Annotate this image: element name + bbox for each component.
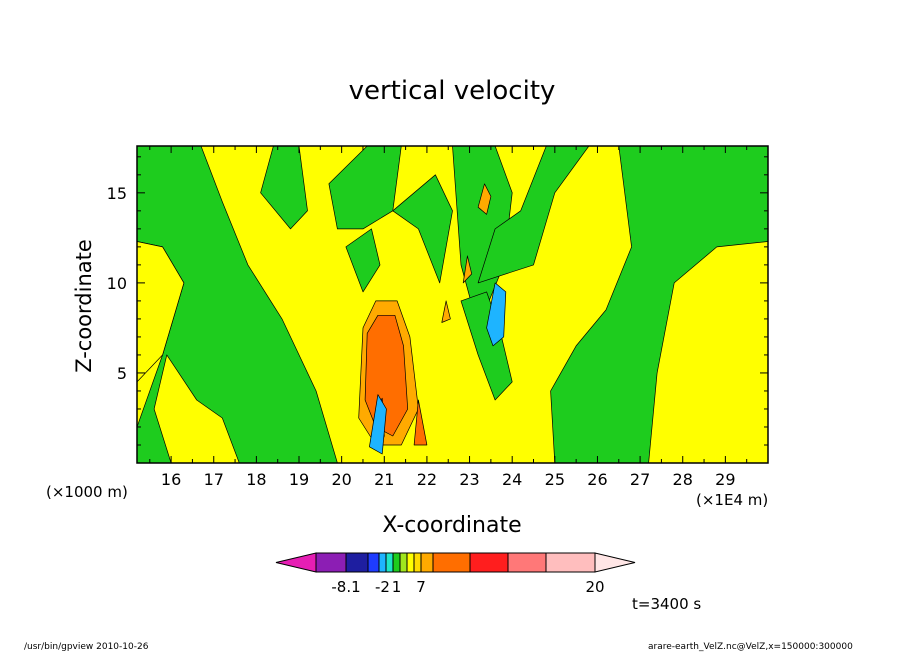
colorbar-swatch — [315, 552, 347, 573]
x-tick-label: 28 — [673, 470, 693, 489]
x-tick-label: 19 — [289, 470, 309, 489]
x-tick-label: 27 — [630, 470, 650, 489]
colorbar-label: 20 — [585, 578, 604, 596]
colorbar-label: -8.1 — [331, 578, 360, 596]
y-tick-label: 10 — [107, 274, 127, 293]
contour-fields — [137, 146, 768, 463]
colorbar-swatch — [378, 552, 387, 573]
contour-region — [462, 255, 473, 284]
x-tick-label: 24 — [502, 470, 522, 489]
colorbar-swatch — [594, 552, 636, 573]
x-tick-label: 20 — [331, 470, 351, 489]
contour-region — [460, 291, 513, 401]
colorbar-swatch — [367, 552, 380, 573]
colorbar-swatch — [420, 552, 434, 573]
x-tick-label: 17 — [204, 470, 224, 489]
x-tick-label: 26 — [587, 470, 607, 489]
colorbar-swatch — [399, 552, 408, 573]
colorbar-swatch — [507, 552, 547, 573]
y-tick-label: 15 — [107, 184, 127, 203]
contour-region — [137, 241, 185, 383]
contour-region — [369, 394, 387, 455]
colorbar-swatch — [345, 552, 369, 573]
x-tick-label: 22 — [417, 470, 437, 489]
contour-region — [477, 183, 492, 215]
chart-title: vertical velocity — [348, 76, 556, 106]
contour-region — [345, 228, 381, 293]
time-label: t=3400 s — [632, 595, 702, 613]
x-tick-label: 25 — [545, 470, 565, 489]
x-axis: 16 17 18 19 20 21 22 23 24 25 26 27 28 29 — [149, 146, 748, 489]
contour-region — [477, 146, 590, 284]
contour-region — [413, 399, 428, 446]
colorbar-swatch — [406, 552, 415, 573]
colorbar-swatch — [432, 552, 471, 573]
x-tick-label: 18 — [246, 470, 266, 489]
colorbar-swatch — [413, 552, 422, 573]
contour-region — [260, 146, 308, 230]
colorbar-label: 7 — [416, 578, 426, 596]
x-tick-label: 23 — [459, 470, 479, 489]
colorbar-label: -2 — [375, 578, 390, 596]
colorbar-swatch — [469, 552, 509, 573]
colorbar-swatch — [385, 552, 394, 573]
colorbar: -8.1 -2 1 7 20 — [275, 552, 636, 596]
y-axis: 5 10 15 — [107, 156, 768, 446]
contour-region — [486, 282, 507, 347]
y-tick-label: 5 — [117, 364, 127, 383]
contour-region — [153, 354, 240, 463]
contour-region — [648, 241, 768, 463]
x-tick-label: 21 — [374, 470, 394, 489]
x-tick-label: 16 — [161, 470, 181, 489]
contour-region — [392, 174, 453, 284]
colorbar-label: 1 — [392, 578, 402, 596]
x-unit-left-label: (×1000 m) — [46, 483, 128, 501]
plot-frame — [136, 145, 769, 464]
contour-region — [441, 300, 451, 323]
colorbar-swatch — [545, 552, 596, 573]
x-unit-right-label: (×1E4 m) — [696, 491, 769, 509]
y-axis-label: Z-coordinate — [72, 239, 96, 373]
footer-source: arare-earth_VelZ.nc@VelZ,x=150000:300000 — [648, 642, 853, 652]
x-tick-label: 29 — [715, 470, 735, 489]
footer-program-date: /usr/bin/gpview 2010-10-26 — [24, 642, 149, 652]
colorbar-swatch — [392, 552, 401, 573]
colorbar-swatch — [275, 552, 317, 573]
x-axis-label: X-coordinate — [382, 513, 522, 538]
